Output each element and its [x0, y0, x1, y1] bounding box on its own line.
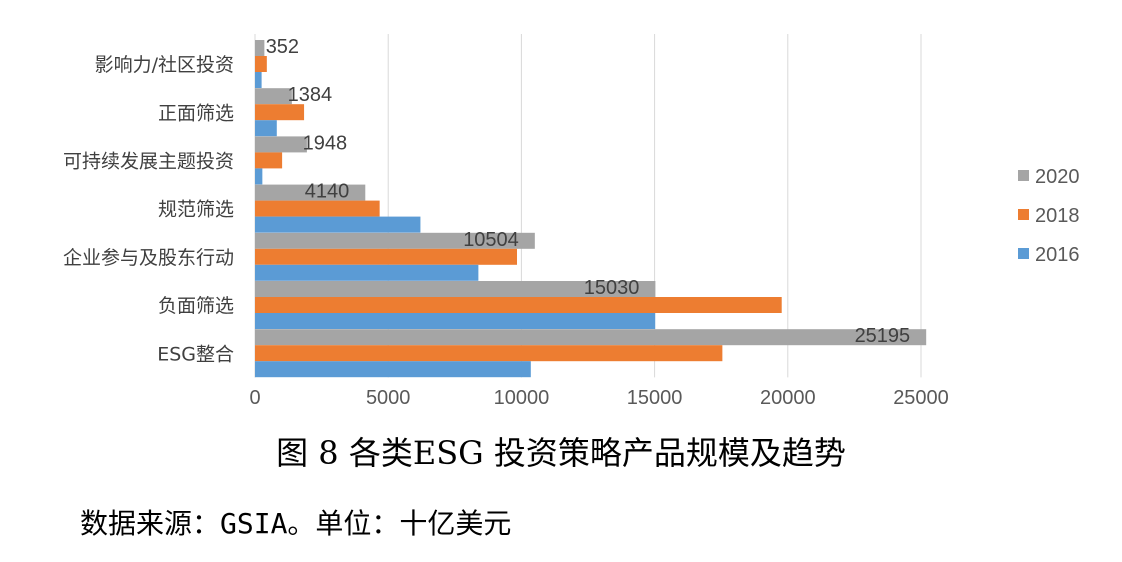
legend-swatch-2020	[1018, 170, 1029, 181]
bars	[255, 40, 927, 378]
bar-2016	[255, 361, 531, 378]
x-tick-label: 20000	[760, 387, 816, 409]
category-label: 影响力/社区投资	[95, 54, 234, 76]
category-label: 规范筛选	[158, 199, 234, 221]
category-labels: ESG整合 负面筛选 企业参与及股东行动 规范筛选 可持续发展主题投资 正面筛选 影响力/社…	[63, 54, 234, 365]
bar-2018	[255, 200, 380, 217]
legend-label: 2018	[1035, 205, 1080, 227]
data-label: 15030	[584, 277, 640, 299]
bar-2020	[255, 88, 292, 105]
bar-2016	[255, 216, 421, 233]
data-label: 4140	[305, 181, 350, 203]
bar-2016	[255, 313, 656, 329]
bar-2018	[255, 56, 267, 72]
bar-2020	[255, 184, 366, 201]
bar-2018	[255, 248, 518, 265]
bar-2020	[255, 40, 265, 56]
bar-2016	[255, 72, 262, 88]
legend: 2020 2018 2016	[1018, 166, 1080, 266]
bar-2020	[255, 232, 535, 249]
figure-caption: 图 8 各类ESG 投资策略产品规模及趋势	[276, 434, 846, 472]
category-label: 企业参与及股东行动	[63, 247, 234, 269]
bar-2020	[255, 329, 927, 346]
category-label: 正面筛选	[158, 102, 234, 124]
x-tick-label: 5000	[366, 387, 411, 409]
bar-2016	[255, 168, 263, 185]
data-label: 1948	[303, 132, 348, 154]
bar-2020	[255, 281, 656, 297]
category-label: 可持续发展主题投资	[63, 151, 234, 173]
legend-label: 2016	[1035, 244, 1080, 266]
source-note: 数据来源：GSIA。单位：十亿美元	[80, 507, 512, 540]
legend-swatch-2018	[1018, 209, 1029, 220]
bar-2018	[255, 297, 782, 313]
bar-2018	[255, 345, 723, 362]
bar-2016	[255, 264, 479, 281]
data-label: 10504	[463, 229, 519, 251]
data-label: 25195	[855, 325, 911, 347]
x-tick-label: 15000	[627, 387, 683, 409]
bar-2018	[255, 104, 305, 121]
data-labels: 25195 15030 10504 4140 1948 1384 352	[266, 36, 911, 347]
legend-label: 2020	[1035, 166, 1080, 188]
bar-chart: ESG整合 负面筛选 企业参与及股东行动 规范筛选 可持续发展主题投资 正面筛选 影响力/社…	[63, 34, 1080, 409]
x-tick-labels: 0 5000 10000 15000 20000 25000	[249, 387, 948, 409]
category-label: ESG整合	[157, 343, 234, 365]
bar-2020	[255, 136, 307, 153]
x-tick-label: 0	[249, 387, 260, 409]
data-label: 1384	[288, 84, 333, 106]
bar-2016	[255, 120, 277, 137]
legend-swatch-2016	[1018, 248, 1029, 259]
data-label: 352	[266, 36, 299, 58]
bar-2018	[255, 152, 283, 169]
x-tick-label: 10000	[494, 387, 550, 409]
category-label: 负面筛选	[158, 295, 234, 317]
x-tick-label: 25000	[893, 387, 949, 409]
